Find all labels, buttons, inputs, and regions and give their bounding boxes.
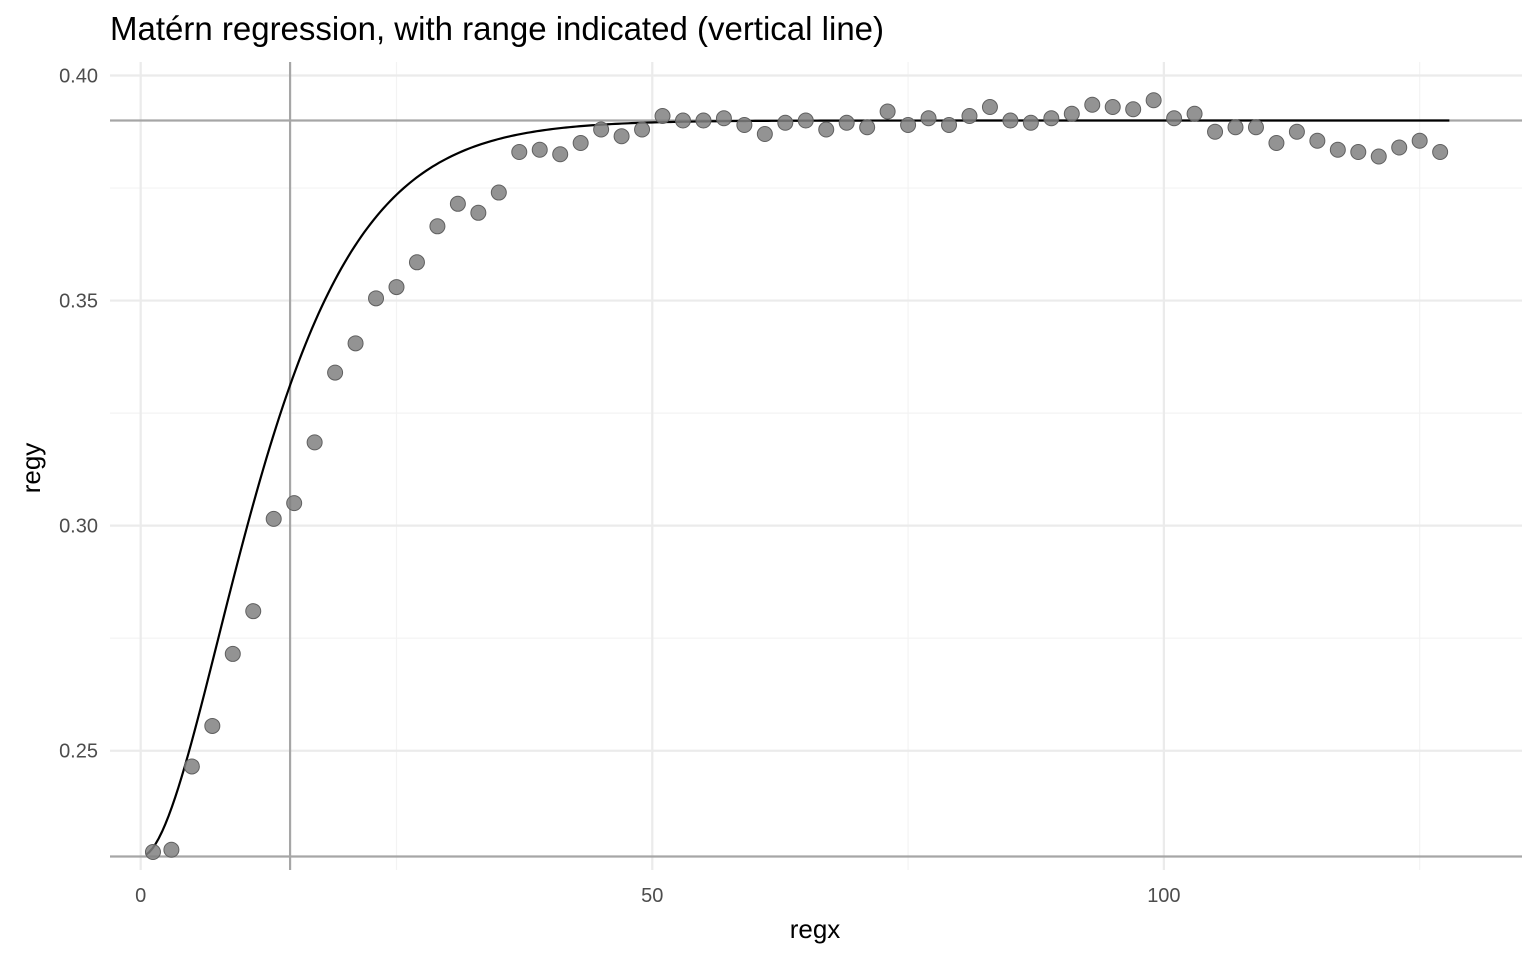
data-point [306,434,323,451]
data-point [900,117,917,134]
data-point [1145,92,1162,109]
data-point [654,108,671,125]
data-point [961,108,978,125]
data-point [1329,141,1346,158]
data-point [1125,101,1142,118]
data-point [756,126,773,143]
data-point [144,843,161,860]
y-axis-ticks: 0.25 0.30 0.35 0.40 [59,66,98,763]
data-point [245,603,262,620]
data-point [838,114,855,131]
data-point [1084,96,1101,113]
data-point [388,279,405,296]
data-point [797,112,814,129]
data-point [163,841,180,858]
x-tick-label: 0 [135,885,146,907]
data-point [1043,110,1060,127]
data-point [183,758,200,775]
data-point [511,144,528,161]
data-point [695,112,712,129]
y-axis-title: regy [16,443,46,494]
x-tick-label: 50 [641,885,663,907]
fit-curve [145,119,1450,856]
data-point [715,110,732,127]
data-point [408,254,425,271]
data-point [777,114,794,131]
data-point [736,117,753,134]
data-point [1370,148,1387,165]
data-points [144,92,1449,860]
data-point [1268,135,1285,152]
data-point [1391,139,1408,156]
chart-title: Matérn regression, with range indicated … [110,10,884,47]
data-point [879,103,896,120]
data-point [286,495,303,512]
data-point [1166,110,1183,127]
data-point [1063,105,1080,122]
data-point [818,121,835,138]
data-point [1227,119,1244,136]
data-point [1022,114,1039,131]
data-point [368,290,385,307]
data-point [347,335,364,352]
data-point [531,141,548,158]
data-point [613,128,630,145]
data-point [920,110,937,127]
data-point [674,112,691,129]
y-tick-label: 0.30 [59,516,98,538]
x-tick-label: 100 [1147,885,1180,907]
data-point [552,146,569,163]
data-point [941,117,958,134]
x-axis-ticks: 0 50 100 [135,885,1180,907]
data-point [449,195,466,212]
data-point [470,204,487,221]
data-point [1186,105,1203,122]
x-axis-title: regx [790,914,841,944]
data-point [327,364,344,381]
grid [110,62,1522,870]
data-point [204,717,221,734]
data-point [634,121,651,138]
y-tick-label: 0.35 [59,291,98,313]
data-point [1288,123,1305,140]
data-point [859,119,876,136]
data-point [1207,123,1224,140]
data-point [224,645,241,662]
data-point [1247,119,1264,136]
data-point [1411,132,1428,149]
data-point [981,99,998,116]
data-point [265,510,282,527]
data-point [1309,132,1326,149]
y-tick-label: 0.40 [59,66,98,88]
y-tick-label: 0.25 [59,741,98,763]
data-point [593,121,610,138]
reference-lines [110,62,1522,870]
data-point [490,184,507,201]
data-point [1432,144,1449,161]
data-point [429,218,446,235]
data-point [1002,112,1019,129]
data-point [572,135,589,152]
data-point [1350,144,1367,161]
data-point [1104,99,1121,116]
